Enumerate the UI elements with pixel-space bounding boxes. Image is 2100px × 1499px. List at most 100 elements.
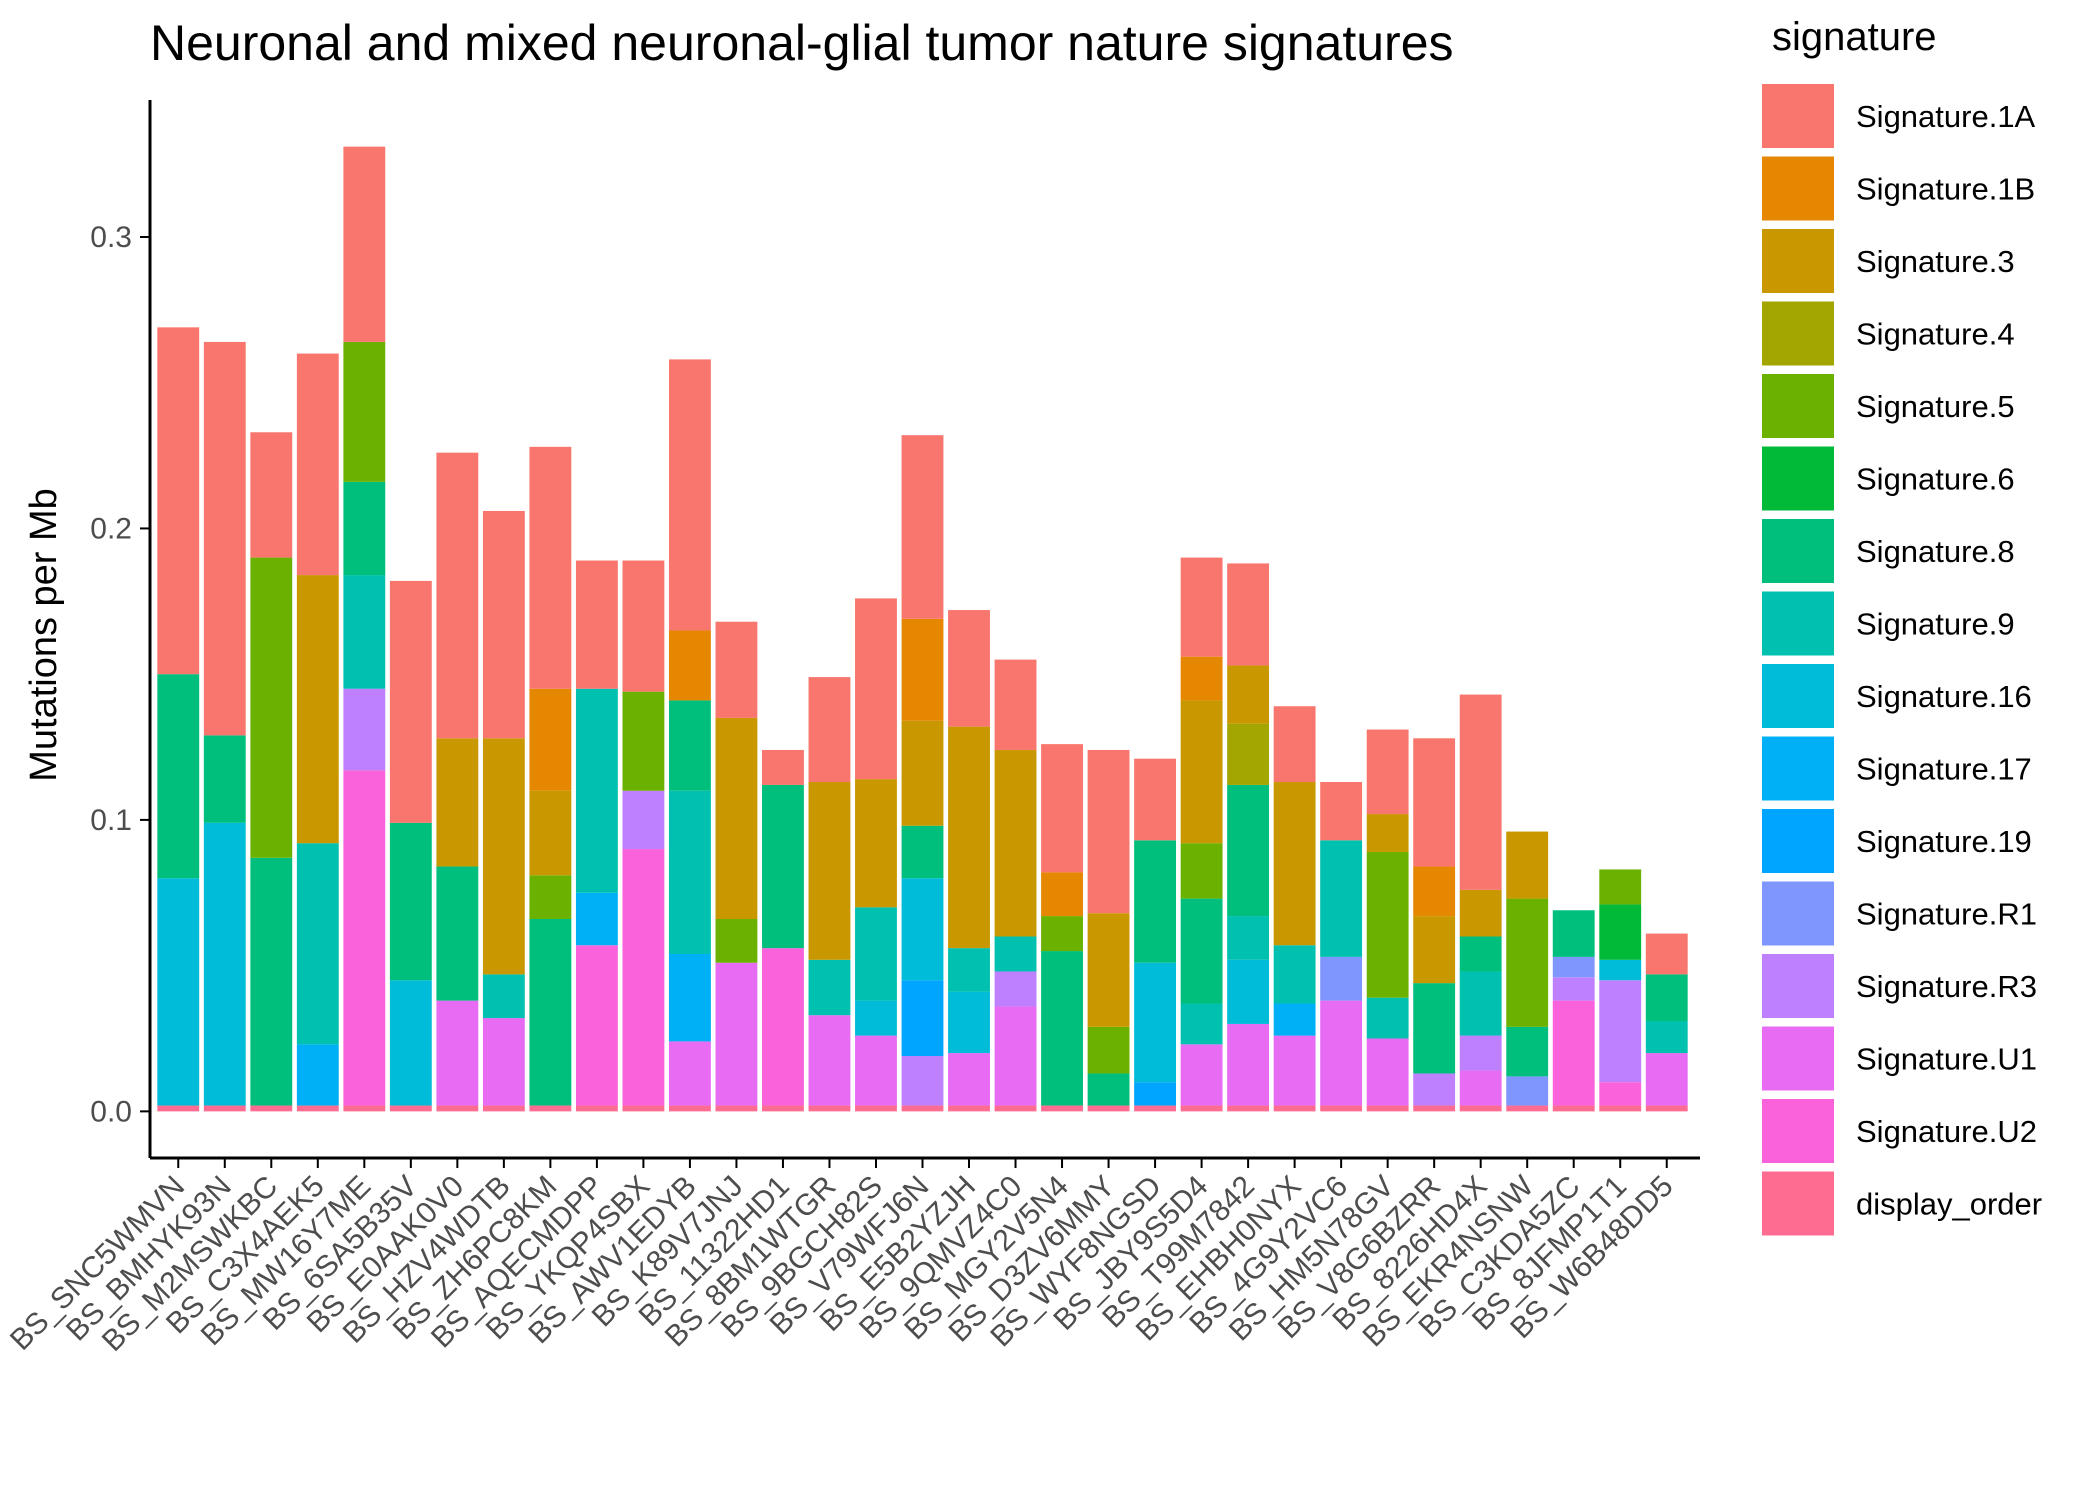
bar-segment-signature-1a-bs_snc5wmvn	[157, 327, 200, 675]
legend-key-signature-8	[1762, 519, 1834, 583]
bar-segment-display-order-bs_hm5n78gv	[1366, 1105, 1409, 1112]
bar-segment-display-order-bs_mw16y7me	[343, 1105, 386, 1112]
bar-segment-signature-8-bs_m2mswkbc	[250, 857, 293, 1106]
bar-segment-signature-8-bs_6sa5b35v	[389, 822, 432, 981]
bar-segment-display-order-bs_m2mswkbc	[250, 1105, 293, 1112]
bar-segment-signature-1a-bs_hzv4wdtb	[482, 510, 525, 739]
bar-segment-signature-16-bs_6sa5b35v	[389, 980, 432, 1106]
bar-segment-display-order-bs_c3kda5zc	[1552, 1105, 1595, 1112]
bar-segment-display-order-bs_8bm1wtgr	[808, 1105, 851, 1112]
bar-segment-signature-1a-bs_bmhyk93n	[203, 341, 246, 736]
bar-segment-signature-8-bs_t99m7842	[1227, 784, 1270, 917]
bar-segment-signature-8-bs_mgy2v5n4	[1041, 951, 1083, 1106]
bar-segment-signature-u2-bs_ykqp4sbx	[622, 849, 665, 1106]
bar-segment-signature-9-bs_mw16y7me	[343, 575, 386, 689]
bar-segment-signature-9-bs_8bm1wtgr	[808, 959, 851, 1016]
bar-segment-display-order-bs_v79wfj6n	[901, 1105, 944, 1112]
bar-segment-signature-8-bs_jby9s5d4	[1180, 898, 1223, 1004]
legend-label: Signature.U1	[1856, 1042, 2037, 1077]
legend-title: signature	[1772, 15, 1937, 59]
bar-segment-signature-1a-bs_v79wfj6n	[901, 435, 944, 619]
bar-segment-display-order-bs_snc5wmvn	[157, 1105, 200, 1112]
legend-key-signature-r3	[1762, 954, 1834, 1018]
bar-segment-signature-1a-bs_k89v7jnj	[715, 621, 758, 718]
y-ticks: 0.0 0.1 0.2 0.3	[90, 221, 150, 1128]
bar-segment-signature-u1-bs_e0aak0v0	[436, 1000, 479, 1106]
bar-segment-signature-1a-bs_ykqp4sbx	[622, 560, 665, 692]
bar-segment-signature-1a-bs_w6b48dd5	[1645, 933, 1688, 975]
bar-segment-signature-1b-bs_jby9s5d4	[1180, 656, 1223, 701]
bar-segment-signature-5-bs_k89v7jnj	[715, 919, 758, 963]
bar-segment-signature-8-bs_ekr4nsnw	[1506, 1026, 1549, 1077]
legend-label: Signature.6	[1856, 462, 2015, 497]
bar-segment-signature-1b-bs_awv1edyb	[668, 630, 711, 701]
bar-segment-signature-5-bs_ykqp4sbx	[622, 691, 665, 791]
bar-segment-signature-u1-bs_awv1edyb	[668, 1041, 711, 1106]
legend-key-display-order	[1762, 1171, 1834, 1236]
bar-segment-signature-1a-bs_d3zv6mmy	[1087, 749, 1130, 914]
bar-segment-display-order-bs_d3zv6mmy	[1087, 1105, 1130, 1112]
bar-segment-signature-16-bs_wyf8ngsd	[1134, 962, 1176, 1083]
bar-segment-signature-8-bs_w6b48dd5	[1645, 974, 1688, 1022]
bar-segment-signature-9-bs_hm5n78gv	[1366, 997, 1409, 1039]
legend-key-signature-r1	[1762, 881, 1834, 946]
bar-segment-signature-u1-bs_8226hd4x	[1459, 1070, 1502, 1106]
y-tick-label: 0.2	[90, 512, 132, 545]
bar-segment-signature-8-bs_awv1edyb	[668, 700, 711, 791]
bar-segment-signature-u1-bs_8bm1wtgr	[808, 1015, 851, 1106]
bar-segment-signature-8-bs_e0aak0v0	[436, 866, 479, 1001]
bar-segment-signature-8-bs_mw16y7me	[343, 481, 386, 576]
bar-segment-signature-u1-bs_9bgch82s	[855, 1035, 897, 1106]
legend-label: Signature.9	[1856, 607, 2015, 642]
legend-label: Signature.R3	[1856, 969, 2037, 1004]
bar-segment-signature-8-bs_zh6pc8km	[529, 919, 572, 1106]
bar-segment-signature-1a-bs_ehbh0nyx	[1273, 706, 1316, 783]
bar-segment-signature-5-bs_jby9s5d4	[1180, 843, 1223, 899]
bar-segment-signature-16-bs_snc5wmvn	[157, 878, 200, 1106]
bar-segment-signature-8-bs_bmhyk93n	[203, 735, 246, 823]
bar-segment-signature-u1-bs_ehbh0nyx	[1273, 1035, 1316, 1106]
bar-segment-signature-3-bs_e0aak0v0	[436, 738, 479, 867]
legend-key-signature-9	[1762, 591, 1834, 656]
bar-segment-signature-3-bs_9bgch82s	[855, 779, 897, 908]
bar-segment-display-order-bs_c3x4aek5	[296, 1105, 339, 1112]
bar-segment-display-order-bs_k89v7jnj	[715, 1105, 758, 1112]
bar-segment-signature-3-bs_hzv4wdtb	[482, 738, 525, 975]
bar-segment-signature-5-bs_zh6pc8km	[529, 875, 572, 919]
legend-label: Signature.8	[1856, 534, 2015, 569]
bar-segment-signature-3-bs_c3x4aek5	[296, 575, 339, 844]
bar-segment-signature-u1-bs_k89v7jnj	[715, 962, 758, 1106]
bar-segment-signature-u2-bs_8jfmp1t1	[1599, 1082, 1642, 1106]
bar-segment-display-order-bs_t99m7842	[1227, 1105, 1270, 1112]
bar-segment-signature-6-bs_8jfmp1t1	[1599, 904, 1642, 960]
bar-segment-signature-17-bs_aqecmdpp	[575, 892, 618, 946]
bar-segment-signature-5-bs_d3zv6mmy	[1087, 1026, 1130, 1074]
bar-segment-signature-9-bs_t99m7842	[1227, 916, 1270, 960]
bar-segment-signature-r3-bs_8jfmp1t1	[1599, 980, 1642, 1083]
bar-segment-signature-1a-bs_8bm1wtgr	[808, 677, 851, 783]
bar-segment-signature-3-bs_ekr4nsnw	[1506, 831, 1549, 899]
legend-label: Signature.5	[1856, 389, 2015, 424]
bar-segment-signature-r1-bs_4g9y2vc6	[1320, 956, 1363, 1001]
y-axis-title: Mutations per Mb	[23, 488, 65, 782]
bar-segment-display-order-bs_e0aak0v0	[436, 1105, 479, 1112]
bar-segment-signature-1a-bs_9qmvz4c0	[994, 659, 1037, 750]
bar-segment-signature-1a-bs_jby9s5d4	[1180, 557, 1223, 657]
bar-segment-signature-8-bs_8226hd4x	[1459, 936, 1502, 972]
bar-segment-signature-3-bs_9qmvz4c0	[994, 749, 1037, 937]
bar-segment-signature-1a-bs_e0aak0v0	[436, 452, 479, 739]
bar-segment-signature-9-bs_w6b48dd5	[1645, 1021, 1688, 1054]
bar-segment-signature-r3-bs_8226hd4x	[1459, 1035, 1502, 1071]
bar-segment-signature-8-bs_d3zv6mmy	[1087, 1073, 1130, 1106]
legend-label: display_order	[1856, 1187, 2042, 1222]
bar-segment-signature-1a-bs_hm5n78gv	[1366, 729, 1409, 815]
bar-segment-display-order-bs_11322hd1	[762, 1105, 804, 1112]
bar-segment-display-order-bs_6sa5b35v	[389, 1105, 432, 1112]
bar-segment-display-order-bs_ekr4nsnw	[1506, 1105, 1549, 1112]
bar-segment-signature-19-bs_wyf8ngsd	[1134, 1082, 1176, 1106]
bar-segment-signature-16-bs_t99m7842	[1227, 959, 1270, 1024]
bar-segment-signature-8-bs_v8g6bzrr	[1413, 983, 1456, 1074]
bar-segment-signature-3-bs_8bm1wtgr	[808, 782, 851, 960]
bar-segment-signature-1a-bs_9bgch82s	[855, 598, 897, 780]
bar-segment-signature-9-bs_e5b2yzjh	[948, 948, 990, 992]
